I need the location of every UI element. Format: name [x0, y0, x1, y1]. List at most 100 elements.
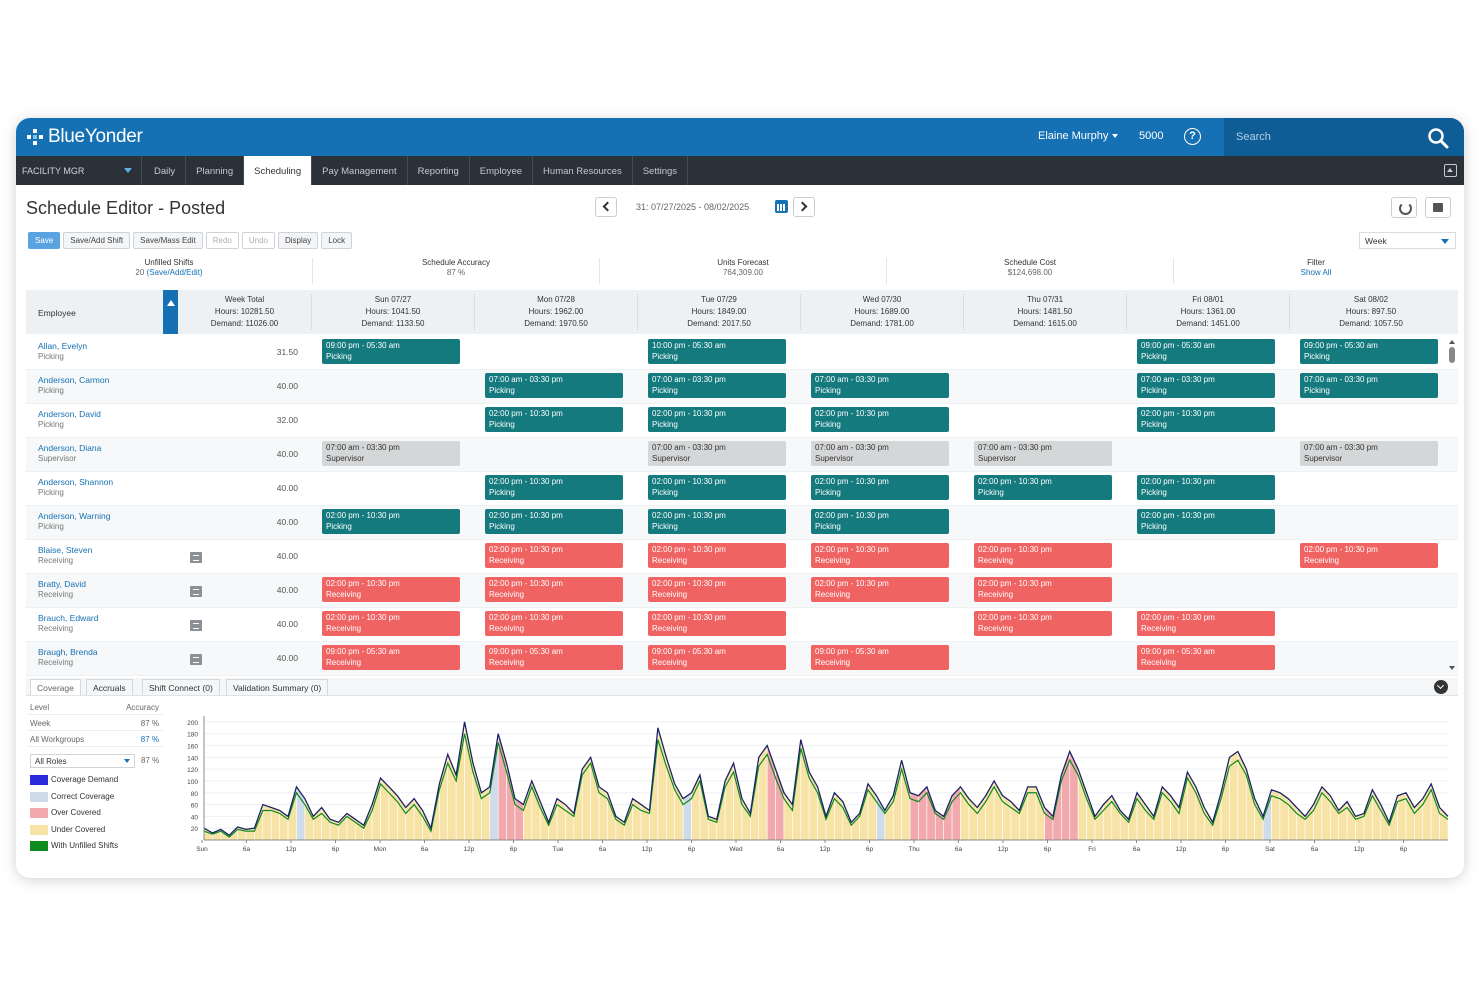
next-week-button[interactable]	[793, 197, 815, 217]
day-column-header[interactable]: Mon 07/28 Hours: 1962.00 Demand: 1970.50	[474, 294, 637, 330]
search-input[interactable]	[1236, 129, 1416, 145]
shift-block[interactable]: 07:00 am - 03:30 pm Supervisor	[974, 441, 1112, 466]
tab-settings[interactable]: Settings	[633, 156, 689, 185]
tab-validation-summary-0[interactable]: Validation Summary (0)	[226, 679, 329, 695]
note-icon[interactable]	[190, 586, 202, 597]
shift-block[interactable]: 02:00 pm - 10:30 pm Picking	[485, 407, 623, 432]
shift-block[interactable]: 02:00 pm - 10:30 pm Picking	[648, 475, 786, 500]
save-mass-edit-button[interactable]: Save/Mass Edit	[133, 232, 203, 249]
day-column-header[interactable]: Fri 08/01 Hours: 1361.00 Demand: 1451.00	[1126, 294, 1289, 330]
role-selector[interactable]: FACILITY MGR	[16, 156, 142, 185]
shift-block[interactable]: 02:00 pm - 10:30 pm Receiving	[648, 611, 786, 636]
grid-scrollbar[interactable]	[1448, 340, 1456, 670]
shift-block[interactable]: 02:00 pm - 10:30 pm Picking	[811, 509, 949, 534]
day-column-header[interactable]: Sun 07/27 Hours: 1041.50 Demand: 1133.50	[311, 294, 474, 330]
collapse-panel-icon[interactable]	[1434, 680, 1448, 694]
shift-block[interactable]: 07:00 am - 03:30 pm Picking	[811, 373, 949, 398]
shift-block[interactable]: 07:00 am - 03:30 pm Picking	[1137, 373, 1275, 398]
display-button[interactable]: Display	[277, 232, 319, 249]
refresh-button[interactable]	[1391, 197, 1417, 218]
shift-block[interactable]: 02:00 pm - 10:30 pm Receiving	[322, 577, 460, 602]
employee-name-link[interactable]: Brauch, Edward	[38, 613, 99, 623]
shift-block[interactable]: 07:00 am - 03:30 pm Picking	[1300, 373, 1438, 398]
shift-block[interactable]: 02:00 pm - 10:30 pm Picking	[1137, 407, 1275, 432]
shift-block[interactable]: 02:00 pm - 10:30 pm Picking	[485, 475, 623, 500]
day-column-header[interactable]: Sat 08/02 Hours: 897.50 Demand: 1057.50	[1289, 294, 1452, 330]
save-add-edit-link[interactable]: (Save/Add/Edit)	[146, 268, 203, 277]
lock-button[interactable]: Lock	[321, 232, 353, 249]
shift-block[interactable]: 02:00 pm - 10:30 pm Receiving	[648, 577, 786, 602]
day-column-header[interactable]: Thu 07/31 Hours: 1481.50 Demand: 1615.00	[963, 294, 1126, 330]
shift-block[interactable]: 02:00 pm - 10:30 pm Picking	[1137, 475, 1275, 500]
scroll-up-icon[interactable]	[1449, 340, 1455, 344]
shift-block[interactable]: 07:00 am - 03:30 pm Picking	[485, 373, 623, 398]
shift-block[interactable]: 09:00 pm - 05:30 am Receiving	[648, 645, 786, 670]
shift-block[interactable]: 02:00 pm - 10:30 pm Receiving	[974, 611, 1112, 636]
sort-arrow-icon[interactable]	[163, 290, 178, 334]
user-menu[interactable]: Elaine Murphy	[1038, 130, 1119, 142]
shift-block[interactable]: 10:00 pm - 05:30 am Picking	[648, 339, 786, 364]
view-select[interactable]: Week	[1359, 232, 1456, 249]
employee-name-link[interactable]: Anderson, David	[38, 409, 101, 419]
employee-name-link[interactable]: Braugh, Brenda	[38, 647, 98, 657]
help-icon[interactable]: ?	[1184, 128, 1201, 145]
tab-human-resources[interactable]: Human Resources	[533, 156, 633, 185]
shift-block[interactable]: 07:00 am - 03:30 pm Supervisor	[648, 441, 786, 466]
shift-block[interactable]: 02:00 pm - 10:30 pm Receiving	[1137, 611, 1275, 636]
logo[interactable]: BlueYonder	[26, 126, 143, 148]
day-column-header[interactable]: Wed 07/30 Hours: 1689.00 Demand: 1781.00	[800, 294, 963, 330]
shift-block[interactable]: 02:00 pm - 10:30 pm Receiving	[485, 577, 623, 602]
shift-block[interactable]: 02:00 pm - 10:30 pm Picking	[485, 509, 623, 534]
tab-reporting[interactable]: Reporting	[408, 156, 470, 185]
shift-block[interactable]: 02:00 pm - 10:30 pm Receiving	[811, 543, 949, 568]
shift-block[interactable]: 09:00 pm - 05:30 am Receiving	[485, 645, 623, 670]
note-icon[interactable]	[190, 620, 202, 631]
employee-name-link[interactable]: Anderson, Shannon	[38, 477, 114, 487]
expand-icon[interactable]	[1444, 164, 1457, 177]
shift-block[interactable]: 02:00 pm - 10:30 pm Picking	[322, 509, 460, 534]
calendar-icon[interactable]	[775, 200, 788, 213]
shift-block[interactable]: 09:00 pm - 05:30 am Receiving	[1137, 645, 1275, 670]
save-button[interactable]: Save	[28, 232, 61, 249]
tab-coverage[interactable]: Coverage	[30, 679, 81, 695]
scroll-thumb[interactable]	[1449, 347, 1455, 363]
shift-block[interactable]: 02:00 pm - 10:30 pm Picking	[648, 509, 786, 534]
shift-block[interactable]: 09:00 pm - 05:30 am Picking	[322, 339, 460, 364]
shift-block[interactable]: 07:00 am - 03:30 pm Picking	[648, 373, 786, 398]
store-number[interactable]: 5000	[1139, 130, 1164, 142]
shift-block[interactable]: 09:00 pm - 05:30 am Picking	[1300, 339, 1438, 364]
show-all-link[interactable]: Show All	[1300, 268, 1332, 277]
workgroups-accuracy-value[interactable]: 87 %	[140, 735, 159, 744]
shift-block[interactable]: 02:00 pm - 10:30 pm Receiving	[974, 543, 1112, 568]
shift-block[interactable]: 09:00 pm - 05:30 am Receiving	[811, 645, 949, 670]
employee-name-link[interactable]: Blaise, Steven	[38, 545, 93, 555]
shift-block[interactable]: 02:00 pm - 10:30 pm Receiving	[485, 611, 623, 636]
tab-planning[interactable]: Planning	[186, 156, 245, 185]
shift-block[interactable]: 07:00 am - 03:30 pm Supervisor	[322, 441, 460, 466]
shift-block[interactable]: 09:00 pm - 05:30 am Picking	[1137, 339, 1275, 364]
shift-block[interactable]: 02:00 pm - 10:30 pm Receiving	[1300, 543, 1438, 568]
shift-block[interactable]: 02:00 pm - 10:30 pm Picking	[811, 407, 949, 432]
save-add-shift-button[interactable]: Save/Add Shift	[63, 232, 131, 249]
employee-name-link[interactable]: Anderson, Carmon	[38, 375, 110, 385]
shift-block[interactable]: 07:00 am - 03:30 pm Supervisor	[1300, 441, 1438, 466]
day-column-header[interactable]: Tue 07/29 Hours: 1849.00 Demand: 2017.50	[637, 294, 800, 330]
tab-daily[interactable]: Daily	[144, 156, 187, 185]
tab-employee[interactable]: Employee	[470, 156, 534, 185]
shift-block[interactable]: 02:00 pm - 10:30 pm Picking	[1137, 509, 1275, 534]
previous-week-button[interactable]	[595, 197, 617, 217]
shift-block[interactable]: 02:00 pm - 10:30 pm Receiving	[322, 611, 460, 636]
roles-select[interactable]: All Roles	[30, 754, 135, 768]
note-icon[interactable]	[190, 654, 202, 665]
shift-block[interactable]: 02:00 pm - 10:30 pm Receiving	[974, 577, 1112, 602]
shift-block[interactable]: 02:00 pm - 10:30 pm Receiving	[811, 577, 949, 602]
tab-shift-connect-0[interactable]: Shift Connect (0)	[142, 679, 220, 695]
tab-pay-management[interactable]: Pay Management	[312, 156, 408, 185]
shift-block[interactable]: 02:00 pm - 10:30 pm Picking	[974, 475, 1112, 500]
employee-name-link[interactable]: Allan, Evelyn	[38, 341, 88, 351]
shift-block[interactable]: 09:00 pm - 05:30 am Receiving	[322, 645, 460, 670]
note-icon[interactable]	[190, 552, 202, 563]
shift-block[interactable]: 02:00 pm - 10:30 pm Picking	[811, 475, 949, 500]
shift-block[interactable]: 02:00 pm - 10:30 pm Receiving	[485, 543, 623, 568]
shift-block[interactable]: 02:00 pm - 10:30 pm Receiving	[648, 543, 786, 568]
